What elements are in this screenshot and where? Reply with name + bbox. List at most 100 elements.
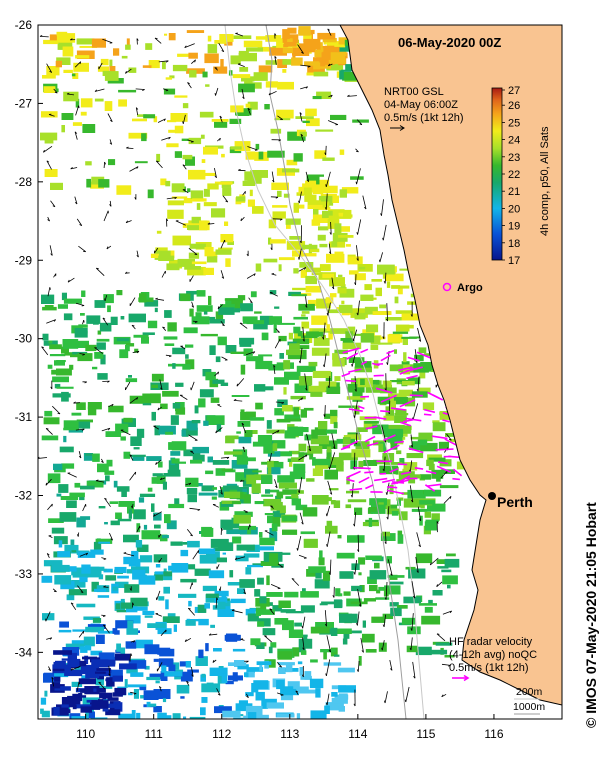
- sst-patch: [154, 524, 161, 529]
- sst-patch: [202, 71, 208, 78]
- sst-patch: [67, 658, 81, 668]
- sst-patch: [200, 707, 206, 716]
- sst-patch: [238, 83, 255, 93]
- sst-patch: [70, 539, 75, 548]
- sst-patch: [265, 35, 282, 42]
- current-arrow: [191, 301, 194, 308]
- sst-patch: [285, 664, 293, 673]
- current-arrow: [220, 239, 226, 249]
- current-arrow: [190, 381, 195, 391]
- sst-patch: [320, 649, 336, 653]
- colorbar-label: 4h comp, p50, All Sats: [539, 126, 551, 236]
- radar-arrow: [386, 349, 395, 355]
- sst-patch: [71, 412, 82, 416]
- current-arrow: [247, 524, 251, 530]
- sst-patch: [154, 571, 173, 581]
- current-arrow: [129, 297, 136, 307]
- sst-patch: [251, 714, 269, 719]
- sst-patch: [278, 667, 286, 674]
- sst-patch: [96, 585, 110, 593]
- current-arrow: [268, 90, 277, 96]
- sst-patch: [205, 643, 209, 652]
- radar-arrow: [346, 352, 359, 360]
- sst-patch: [225, 345, 237, 354]
- current-arrow: [214, 371, 219, 377]
- sst-patch: [157, 647, 171, 655]
- sst-patch: [436, 475, 441, 482]
- sst-patch: [384, 273, 404, 282]
- current-arrow: [218, 42, 225, 53]
- radar-arrow: [425, 470, 437, 475]
- sst-patch: [277, 190, 282, 197]
- sst-patch: [136, 712, 141, 719]
- sst-patch: [364, 420, 379, 424]
- current-arrow: [187, 82, 192, 89]
- radar-arrow: [427, 483, 442, 487]
- sst-patch: [294, 622, 302, 627]
- sst-patch: [370, 344, 379, 350]
- current-arrow: [264, 635, 272, 643]
- sst-patch: [201, 697, 208, 703]
- sst-patch: [316, 48, 327, 52]
- colorbar-tick-label: 17: [508, 255, 520, 267]
- sst-patch: [341, 187, 359, 194]
- sst-patch: [236, 456, 249, 465]
- sst-patch: [221, 501, 234, 507]
- sst-patch: [276, 38, 291, 48]
- radar-arrow: [348, 408, 363, 412]
- sst-patch: [170, 451, 181, 456]
- sst-patch: [261, 332, 269, 341]
- sst-patch: [161, 665, 167, 673]
- sst-patch: [58, 484, 69, 493]
- sst-patch: [339, 47, 358, 52]
- sst-patch: [303, 253, 317, 257]
- radar-arrow: [364, 435, 376, 443]
- sst-patch: [125, 615, 141, 624]
- current-arrow: [441, 693, 447, 698]
- sst-patch: [238, 525, 257, 530]
- radar-arrow: [382, 478, 396, 484]
- sst-patch: [272, 205, 288, 208]
- sst-patch: [48, 518, 64, 523]
- sst-patch: [397, 605, 408, 609]
- current-arrow: [270, 584, 281, 590]
- sst-patch: [98, 506, 106, 509]
- sst-patch: [158, 596, 165, 601]
- radar-arrow: [386, 489, 404, 495]
- current-arrow: [270, 196, 279, 199]
- sst-patch: [267, 464, 272, 474]
- current-arrow: [295, 690, 299, 695]
- sst-patch: [150, 382, 169, 390]
- sst-patch: [187, 494, 197, 503]
- sst-patch: [282, 47, 293, 54]
- sst-patch: [371, 279, 382, 282]
- current-arrow: [214, 67, 218, 71]
- sst-patch: [287, 27, 297, 34]
- sst-patch: [289, 458, 293, 467]
- sst-patch: [198, 548, 216, 554]
- sst-patch: [163, 586, 170, 594]
- sst-patch: [162, 390, 179, 397]
- sst-patch: [401, 361, 410, 365]
- sst-patch: [169, 75, 175, 79]
- sst-patch: [372, 424, 389, 435]
- sst-patch: [368, 507, 377, 512]
- sst-patch: [86, 566, 105, 570]
- sst-patch: [358, 266, 366, 270]
- current-arrow: [326, 531, 331, 547]
- sst-patch: [163, 571, 172, 577]
- sst-patch: [445, 433, 458, 437]
- sst-patch: [249, 417, 265, 421]
- sst-patch: [254, 589, 261, 597]
- sst-patch: [74, 328, 88, 338]
- sst-patch: [63, 435, 67, 443]
- sst-patch: [41, 435, 59, 441]
- sst-patch: [255, 360, 273, 370]
- current-arrow: [238, 168, 246, 172]
- sst-patch: [302, 120, 310, 123]
- sst-patch: [147, 189, 154, 199]
- sst-patch: [112, 586, 118, 591]
- sst-patch: [424, 606, 433, 613]
- sst-patch: [302, 588, 306, 594]
- sst-patch: [117, 575, 129, 579]
